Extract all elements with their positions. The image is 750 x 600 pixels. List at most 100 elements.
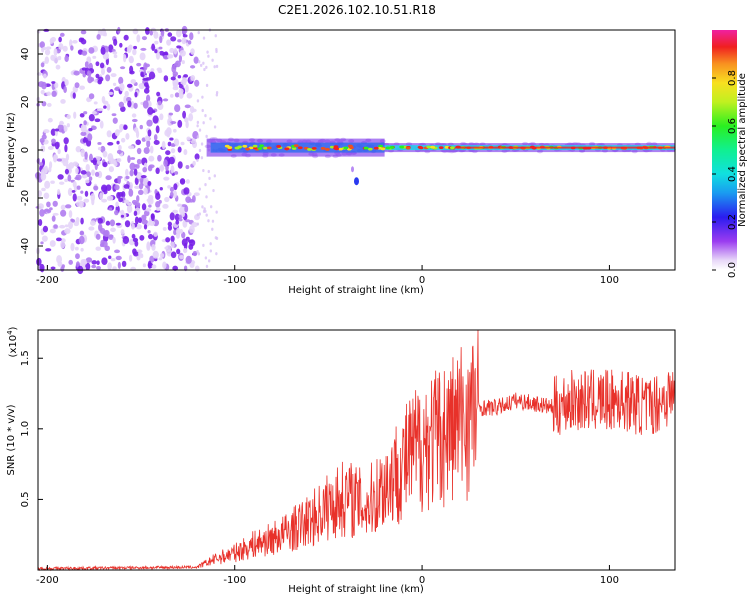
noise-blob <box>131 223 135 230</box>
noise-blob <box>213 125 217 129</box>
noise-blob <box>177 119 183 128</box>
noise-blob <box>85 257 93 263</box>
noise-blob <box>149 30 154 36</box>
noise-blob <box>105 220 111 226</box>
noise-blob <box>173 138 180 147</box>
spectrogram-panel: -200 -100 0 100 40 20 0 -20 -40 Height of strai… <box>6 25 676 296</box>
noise-blob <box>49 240 56 247</box>
core-blob <box>284 147 290 151</box>
noise-blob <box>75 145 82 153</box>
noise-blob <box>169 47 175 54</box>
noise-blob <box>159 186 163 191</box>
noise-blob <box>178 84 183 89</box>
noise-blob <box>125 133 130 140</box>
noise-blob <box>194 265 200 272</box>
noise-blob <box>204 256 208 260</box>
noise-blob <box>143 223 148 230</box>
noise-blob <box>170 148 176 154</box>
noise-blob <box>185 219 191 223</box>
noise-blob <box>58 121 65 125</box>
noise-blob <box>138 217 143 224</box>
y-tick-label: 1.5 <box>20 350 31 366</box>
noise-blob <box>111 113 117 117</box>
colorbar-tick-label: 0.4 <box>727 166 738 182</box>
noise-blob <box>126 205 133 213</box>
noise-blob <box>196 124 199 128</box>
noise-blob <box>117 261 121 269</box>
noise-blob <box>143 87 150 94</box>
noise-blob <box>134 216 139 225</box>
noise-blob <box>120 229 125 235</box>
noise-blob <box>147 260 152 269</box>
noise-blob <box>143 187 148 195</box>
noise-blob <box>147 165 153 172</box>
noise-blob <box>215 210 218 214</box>
snr-frame <box>37 329 676 571</box>
noise-blob <box>107 262 112 271</box>
noise-blob <box>182 110 187 119</box>
noise-blob <box>119 83 125 92</box>
noise-blob <box>201 205 204 209</box>
noise-blob <box>57 174 64 180</box>
noise-blob <box>161 140 166 150</box>
noise-blob <box>146 139 151 148</box>
noise-blob <box>146 119 153 127</box>
noise-blob <box>172 209 179 214</box>
noise-blob <box>91 264 97 269</box>
noise-blob <box>207 54 210 58</box>
colorbar-tick-label: 0.2 <box>727 214 738 230</box>
x-tick-label: -200 <box>36 575 59 586</box>
colorbar-gradient <box>712 30 737 270</box>
x-tick-label: 100 <box>600 275 619 286</box>
noise-blob <box>185 255 192 264</box>
noise-blob <box>160 28 165 37</box>
core-blob <box>245 147 250 151</box>
noise-blob <box>179 178 186 185</box>
noise-blob <box>192 160 196 166</box>
dip-feature <box>351 166 354 173</box>
noise-blob <box>130 157 136 160</box>
core-blob <box>259 144 265 148</box>
noise-blob <box>123 34 129 41</box>
noise-blob <box>37 190 43 197</box>
noise-blob <box>178 91 184 99</box>
spectrogram-y-label: Frequency (Hz) <box>6 112 17 188</box>
noise-blob <box>123 124 128 130</box>
noise-blob <box>61 264 65 269</box>
noise-blob <box>215 90 219 95</box>
noise-blob <box>103 105 107 109</box>
noise-blob <box>215 252 218 256</box>
noise-blob <box>92 157 97 166</box>
core-blob <box>325 147 330 151</box>
noise-blob <box>197 31 200 35</box>
noise-blob <box>164 129 171 137</box>
noise-blob <box>63 137 69 145</box>
noise-blob <box>106 103 111 111</box>
noise-blob <box>213 174 217 178</box>
noise-blob <box>82 175 86 178</box>
noise-blob <box>75 261 80 268</box>
noise-blob <box>189 32 194 41</box>
noise-blob <box>127 155 131 164</box>
noise-blob <box>80 258 87 264</box>
noise-blob <box>173 183 178 191</box>
noise-blob <box>73 221 80 227</box>
noise-blob <box>140 47 147 51</box>
noise-blob <box>165 237 171 243</box>
noise-blob <box>113 38 118 46</box>
noise-blob <box>162 98 169 102</box>
noise-blob <box>110 73 117 78</box>
noise-blob <box>85 262 91 271</box>
noise-blob <box>73 70 80 76</box>
noise-blob <box>202 61 205 65</box>
noise-blob <box>67 187 73 197</box>
noise-blob <box>66 114 71 120</box>
noise-blob <box>74 176 80 180</box>
noise-blob <box>167 224 173 231</box>
noise-blob <box>213 65 216 69</box>
snr-panel: -200 -100 0 100 1.5 1.0 0.5 Height of straigh… <box>6 326 676 595</box>
noise-blob <box>54 128 60 132</box>
noise-blob <box>204 183 207 187</box>
noise-blob <box>188 243 194 250</box>
noise-blob <box>209 249 213 253</box>
